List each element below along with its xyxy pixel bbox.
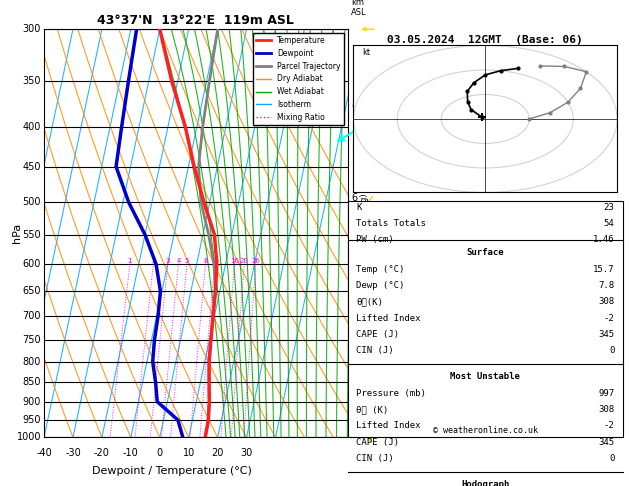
Text: θᴄ(K): θᴄ(K): [356, 297, 383, 306]
Text: 7.8: 7.8: [598, 281, 615, 290]
Text: 450: 450: [23, 162, 41, 172]
Text: 1.46: 1.46: [593, 235, 615, 244]
Text: 1: 1: [351, 396, 357, 405]
Text: PW (cm): PW (cm): [356, 235, 394, 244]
Text: 6: 6: [351, 193, 357, 203]
Text: CIN (J): CIN (J): [356, 347, 394, 355]
Text: CIN (J): CIN (J): [356, 454, 394, 463]
Text: 8: 8: [203, 258, 208, 264]
Text: © weatheronline.co.uk: © weatheronline.co.uk: [433, 426, 538, 435]
Text: 800: 800: [23, 357, 41, 367]
Text: Totals Totals: Totals Totals: [356, 219, 426, 228]
Text: 300: 300: [23, 24, 41, 34]
Text: θᴄ (K): θᴄ (K): [356, 405, 388, 414]
Text: -10: -10: [123, 448, 139, 458]
Text: hPa: hPa: [12, 223, 21, 243]
Text: 308: 308: [598, 297, 615, 306]
Text: CAPE (J): CAPE (J): [356, 330, 399, 339]
Text: 500: 500: [23, 197, 41, 208]
Text: 345: 345: [598, 330, 615, 339]
Text: Lifted Index: Lifted Index: [356, 421, 421, 431]
Text: 4: 4: [351, 275, 357, 285]
Text: Mixing Ratio (g/kg): Mixing Ratio (g/kg): [360, 193, 369, 273]
Text: 308: 308: [598, 405, 615, 414]
Text: 850: 850: [23, 377, 41, 387]
Legend: Temperature, Dewpoint, Parcel Trajectory, Dry Adiabat, Wet Adiabat, Isotherm, Mi: Temperature, Dewpoint, Parcel Trajectory…: [253, 33, 344, 125]
Text: -2: -2: [604, 421, 615, 431]
Text: Dewpoint / Temperature (°C): Dewpoint / Temperature (°C): [92, 466, 252, 476]
Text: 16: 16: [230, 258, 239, 264]
Text: 2: 2: [351, 355, 357, 364]
Text: 400: 400: [23, 122, 41, 132]
Text: -30: -30: [65, 448, 81, 458]
Text: 30: 30: [240, 448, 253, 458]
Text: 0: 0: [609, 454, 615, 463]
Text: 997: 997: [598, 389, 615, 398]
Text: Temp (°C): Temp (°C): [356, 265, 404, 274]
Text: 3: 3: [165, 258, 170, 264]
Text: 10: 10: [210, 258, 219, 264]
Text: 4: 4: [176, 258, 181, 264]
Text: 550: 550: [23, 230, 41, 240]
Text: 345: 345: [598, 438, 615, 447]
Text: Pressure (mb): Pressure (mb): [356, 389, 426, 398]
Text: 0: 0: [157, 448, 163, 458]
Text: Dewp (°C): Dewp (°C): [356, 281, 404, 290]
Text: 1000: 1000: [16, 433, 41, 442]
Text: 5: 5: [351, 235, 357, 245]
Text: 03.05.2024  12GMT  (Base: 06): 03.05.2024 12GMT (Base: 06): [387, 35, 583, 45]
Text: K: K: [356, 203, 362, 212]
Text: -2: -2: [604, 313, 615, 323]
Text: 5: 5: [185, 258, 189, 264]
Text: 700: 700: [23, 312, 41, 321]
Title: 43°37'N  13°22'E  119m ASL: 43°37'N 13°22'E 119m ASL: [97, 14, 294, 27]
Text: Most Unstable: Most Unstable: [450, 372, 520, 382]
Text: Surface: Surface: [467, 248, 504, 258]
Text: LCL: LCL: [351, 405, 366, 414]
Text: 7: 7: [351, 149, 357, 159]
Text: 2: 2: [151, 258, 155, 264]
Text: 54: 54: [604, 219, 615, 228]
Text: 1: 1: [128, 258, 132, 264]
Text: 23: 23: [604, 203, 615, 212]
Text: CAPE (J): CAPE (J): [356, 438, 399, 447]
Text: -20: -20: [94, 448, 110, 458]
Text: 750: 750: [23, 335, 41, 345]
Text: -40: -40: [36, 448, 52, 458]
Text: 600: 600: [23, 259, 41, 269]
Text: Lifted Index: Lifted Index: [356, 313, 421, 323]
Text: km
ASL: km ASL: [351, 0, 367, 17]
Text: 20: 20: [211, 448, 224, 458]
FancyBboxPatch shape: [348, 201, 623, 437]
Text: 3: 3: [351, 314, 357, 324]
Text: 8: 8: [351, 100, 357, 110]
Text: 20: 20: [240, 258, 248, 264]
Text: Hodograph: Hodograph: [461, 480, 509, 486]
Text: 900: 900: [23, 397, 41, 407]
Text: 15.7: 15.7: [593, 265, 615, 274]
Text: 26: 26: [252, 258, 260, 264]
Text: 0: 0: [609, 347, 615, 355]
Text: 350: 350: [23, 76, 41, 87]
Text: 950: 950: [23, 415, 41, 425]
Text: 10: 10: [182, 448, 195, 458]
Text: 650: 650: [23, 286, 41, 296]
